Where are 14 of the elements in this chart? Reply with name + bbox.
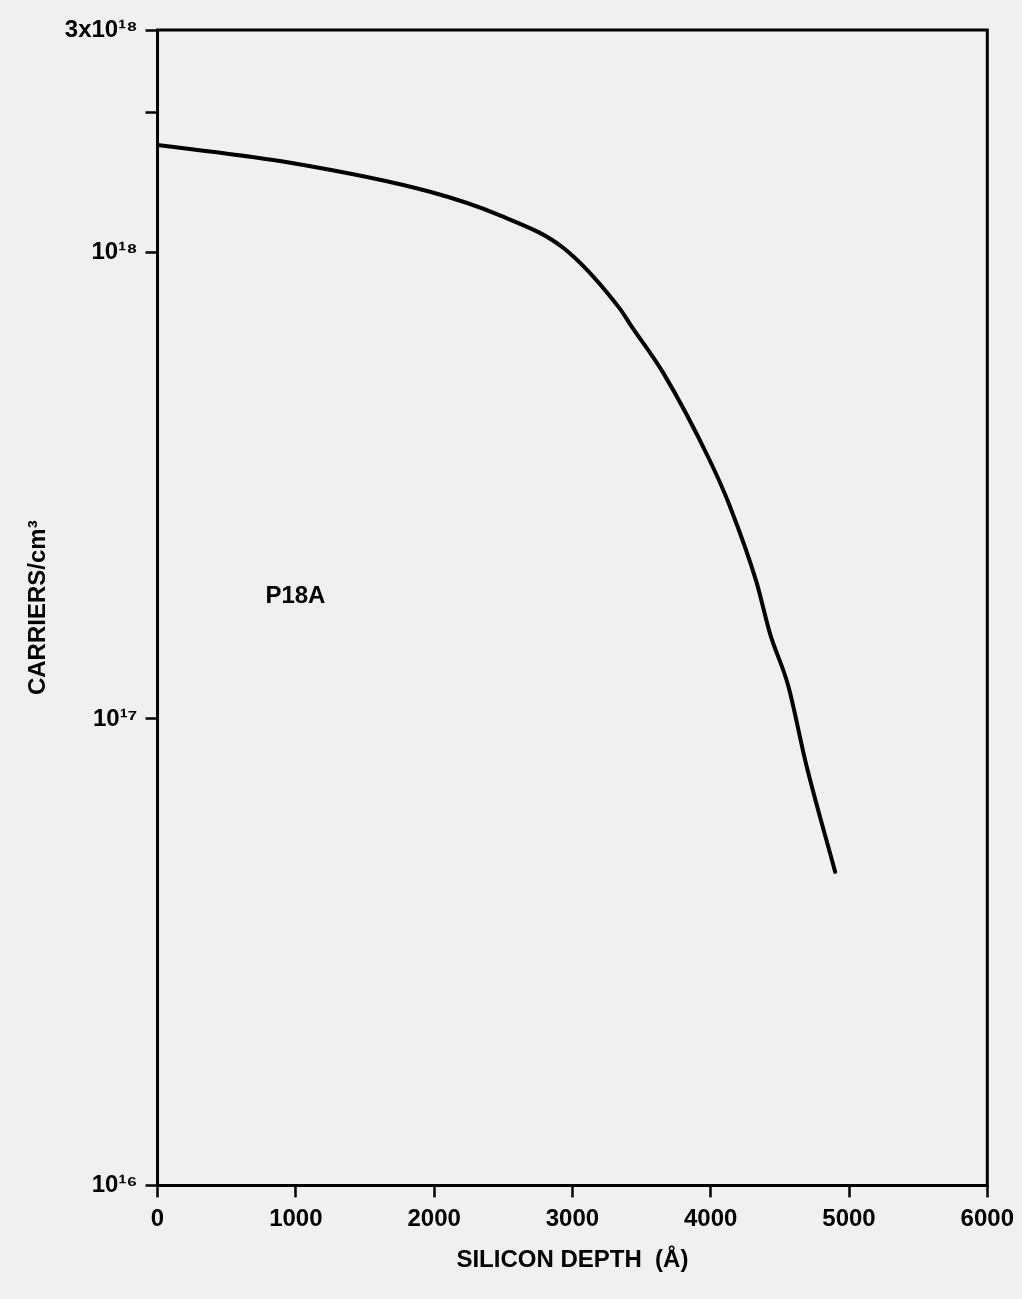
- annotation: P18A: [265, 580, 326, 608]
- y-tick-label: 3x10¹⁸: [64, 14, 138, 42]
- x-tick-label: 6000: [960, 1204, 1014, 1232]
- x-tick-label: 4000: [684, 1204, 738, 1232]
- x-tick-label: 1000: [269, 1204, 323, 1232]
- x-tick-label: 0: [150, 1204, 165, 1232]
- x-tick-label: 2000: [407, 1204, 461, 1232]
- y-tick-label: 10¹⁷: [92, 703, 138, 731]
- x-axis-title: SILICON DEPTH (Å): [456, 1245, 689, 1273]
- y-tick-label: 10¹⁶: [91, 1170, 138, 1198]
- y-axis-title: CARRIERS/cm³: [23, 520, 51, 696]
- x-tick-label: 5000: [822, 1204, 876, 1232]
- y-tick-label: 10¹⁸: [91, 237, 138, 265]
- x-tick-label: 3000: [545, 1204, 600, 1232]
